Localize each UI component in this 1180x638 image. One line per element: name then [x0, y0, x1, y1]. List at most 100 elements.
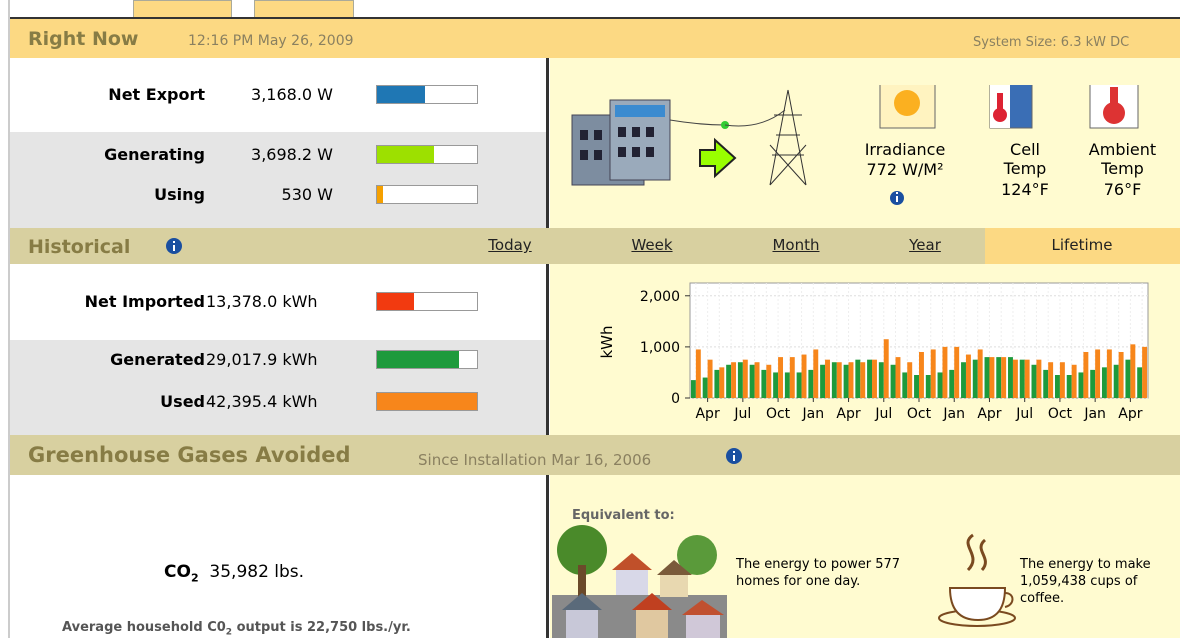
bar — [1008, 357, 1013, 398]
bar — [836, 362, 842, 398]
row-label: Net Imported — [84, 292, 205, 311]
bar — [820, 364, 826, 398]
bar — [690, 380, 696, 398]
x-tick-label: Jul — [733, 406, 751, 422]
bar — [883, 339, 889, 398]
level-bar — [376, 392, 478, 411]
bar — [695, 349, 701, 398]
bar — [1137, 367, 1143, 398]
y-tick-label: 0 — [671, 391, 680, 407]
tab[interactable]: Today — [488, 236, 532, 254]
bar — [1118, 352, 1124, 398]
bar — [972, 359, 978, 398]
left-edge — [8, 0, 10, 638]
bar — [1054, 375, 1060, 398]
bar — [1031, 364, 1037, 398]
bar — [855, 359, 861, 398]
bar — [778, 357, 784, 398]
right-now-band — [10, 19, 1180, 58]
bar — [1095, 349, 1101, 398]
info-icon[interactable] — [165, 237, 183, 255]
level-bar — [376, 85, 478, 104]
divider — [546, 264, 549, 435]
top-tab[interactable] — [254, 0, 354, 18]
bar — [1012, 359, 1018, 398]
weather-value: 772 W/M² — [866, 160, 944, 179]
bar — [895, 357, 901, 398]
bar — [789, 357, 795, 398]
bar — [1001, 357, 1007, 398]
bar — [719, 367, 725, 398]
bar — [825, 359, 830, 398]
bar — [796, 372, 802, 398]
equivalent-text: The energy to make 1,059,438 cups of cof… — [1020, 557, 1151, 606]
bar — [1066, 375, 1072, 398]
co2: CO2 35,982 lbs. — [164, 562, 304, 584]
bar — [1090, 369, 1096, 398]
bar — [984, 357, 990, 398]
level-bar — [376, 350, 478, 369]
bar — [996, 357, 1002, 398]
level-bar — [376, 185, 478, 204]
bar — [801, 354, 807, 398]
row-label: Net Export — [108, 85, 205, 104]
weather-label: Ambient Temp — [1088, 140, 1157, 178]
equivalent-title: Equivalent to: — [572, 508, 675, 523]
note-sub: 2 — [225, 627, 233, 638]
row-label: Generating — [104, 145, 205, 164]
y-tick-label: 2,000 — [640, 289, 680, 305]
x-tick-label: Apr — [695, 406, 719, 422]
bar — [925, 375, 931, 398]
bar — [878, 362, 884, 398]
bar — [977, 349, 983, 398]
row-value: 42,395.4 kWh — [206, 392, 318, 411]
y-tick-label: 1,000 — [640, 340, 680, 356]
divider — [546, 475, 549, 638]
bar — [1083, 352, 1089, 398]
greenhouse-band — [10, 435, 1180, 475]
bar — [1078, 372, 1084, 398]
equivalent-text: The energy to power 577 homes for one da… — [736, 557, 901, 589]
tab[interactable]: Year — [909, 236, 941, 254]
x-tick-label: Jan — [802, 406, 825, 422]
bar — [1106, 349, 1112, 398]
bar — [707, 359, 713, 398]
row-value: 29,017.9 kWh — [206, 350, 318, 369]
co2-label: CO — [164, 562, 191, 582]
note-text: output is 22,750 lbs./yr. — [232, 620, 411, 635]
x-tick-label: Apr — [977, 406, 1001, 422]
level-bar — [376, 292, 478, 311]
tab[interactable]: Lifetime — [1051, 236, 1113, 254]
bar — [1048, 362, 1054, 398]
info-icon[interactable] — [725, 447, 743, 465]
bar — [1113, 364, 1119, 398]
bar — [930, 349, 936, 398]
weather-value: 76°F — [1103, 180, 1142, 199]
row-label: Using — [154, 185, 205, 204]
system-size: System Size: 6.3 kW DC — [973, 35, 1130, 50]
x-tick-label: Jan — [1083, 406, 1106, 422]
row-value: 13,378.0 kWh — [206, 292, 318, 311]
row-value: 3,168.0 W — [251, 85, 333, 104]
top-tab[interactable] — [133, 0, 232, 18]
bar — [808, 369, 814, 398]
lifetime-tab-bg — [985, 228, 1180, 264]
tab[interactable]: Month — [772, 236, 820, 254]
tab[interactable]: Week — [631, 236, 673, 254]
bar — [1125, 359, 1131, 398]
greenhouse-title: Greenhouse Gases Avoided — [28, 443, 351, 467]
x-tick-label: Oct — [1048, 406, 1073, 422]
bar — [1130, 344, 1136, 398]
x-tick-label: Jul — [1015, 406, 1033, 422]
bar — [942, 346, 948, 398]
weather-label: Cell Temp — [1003, 140, 1047, 178]
bar — [749, 364, 755, 398]
bar — [754, 362, 760, 398]
greenhouse-subtitle: Since Installation Mar 16, 2006 — [418, 451, 652, 469]
right-now-title: Right Now — [28, 28, 139, 50]
bar — [902, 372, 908, 398]
bar — [737, 362, 743, 398]
row-value: 530 W — [281, 185, 333, 204]
bar — [731, 362, 737, 398]
